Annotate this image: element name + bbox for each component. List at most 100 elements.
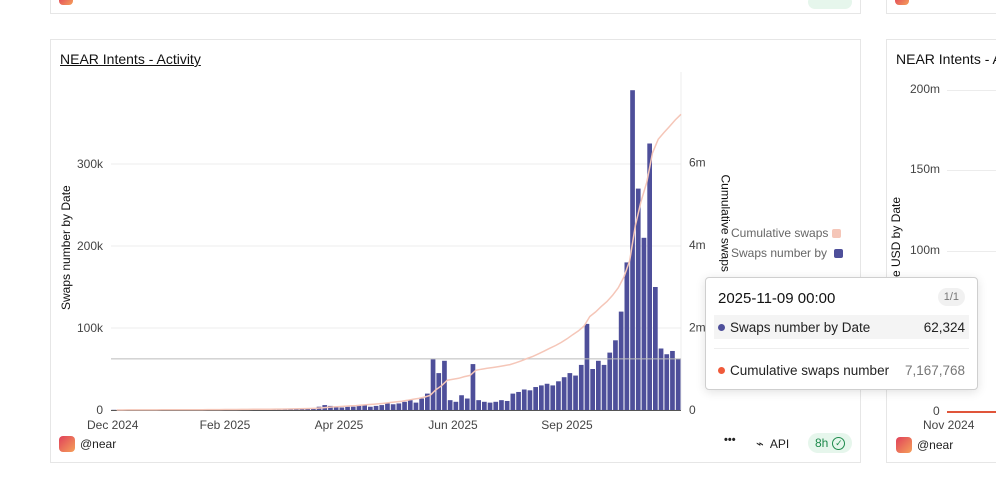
y-tick-label: 0 [96,403,103,417]
bar [516,391,521,410]
cumulative-line [116,113,682,411]
bar [493,401,499,410]
legend-item-cumulative[interactable]: Cumulative swaps [731,223,848,243]
tooltip-row: Cumulative swaps number 7,167,768 [714,358,969,382]
api-button[interactable]: ⌁ API [756,436,790,451]
bar [430,359,436,410]
bar [396,403,402,410]
near-logo [896,437,912,453]
bar [425,393,430,410]
bar [390,404,396,410]
bar [345,406,350,410]
bar [350,406,356,410]
bar [675,358,681,410]
chart-tooltip: 2025-11-09 00:00 1/1 Swaps number by Dat… [705,277,978,390]
top-card-right [886,0,996,14]
bar [385,403,390,410]
bar [504,400,510,410]
source-link[interactable]: @near [59,436,116,452]
bar [436,373,442,410]
bar [658,348,664,410]
bar [578,364,584,410]
bar [362,405,367,410]
y-axis-label: e USD by Date [889,196,903,278]
bar [613,340,618,410]
bar [584,323,590,410]
bar [647,143,652,410]
bar [402,401,407,410]
chart-card-activity: NEAR Intents - Activity [50,39,861,463]
bar [630,90,635,410]
series-line [947,411,996,413]
bar [556,381,561,410]
bar [379,405,385,410]
x-tick-label: Sep 2025 [541,418,593,432]
chart-title[interactable]: NEAR Intents - Activity [60,51,201,67]
refresh-badge[interactable]: 8h ✓ [808,433,853,453]
tooltip-row: Swaps number by Date 62,324 [714,315,969,339]
bar [561,377,567,410]
y-tick-label: 100k [77,321,104,335]
bar [539,385,544,410]
bar [464,398,470,410]
bar [567,373,573,410]
bar [544,383,550,410]
legend-item-swaps[interactable]: Swaps number by [731,243,848,263]
bar [487,402,493,410]
bar [590,369,595,410]
y-tick-label: 200k [77,239,104,253]
bar [459,395,464,410]
legend: Cumulative swaps Swaps number by [731,223,848,263]
y-axis-label: Swaps number by Date [59,185,73,310]
bar [407,400,413,410]
bar [601,364,607,410]
bar [550,385,556,410]
bar [447,400,453,410]
y-tick-label: 300k [77,157,104,171]
bar [339,407,345,410]
plug-icon: ⌁ [756,436,764,451]
bar [442,360,447,410]
bar [510,393,516,410]
bar [328,405,333,410]
x-tick-label: Feb 2025 [200,418,251,432]
x-tick-label: Jun 2025 [428,418,478,432]
bar [470,364,476,410]
near-logo [59,436,75,452]
chart-card-volume: NEAR Intents - A 200m 150m 100m 0 Nov 20… [886,39,996,463]
tooltip-page: 1/1 [937,288,965,306]
near-logo [59,0,73,5]
near-logo [895,0,909,5]
top-card-left [50,0,861,14]
y2-tick-label: 6m [689,156,706,170]
source-link[interactable]: @near [896,437,953,453]
chart-title[interactable]: NEAR Intents - A [896,51,996,67]
bar [311,408,316,410]
x-tick-label: Apr 2025 [315,418,364,432]
bar [482,401,487,410]
bar [453,401,459,410]
bar [356,405,362,410]
bar [533,387,538,410]
more-button[interactable]: ••• [724,434,736,446]
bar [527,390,533,410]
bar [641,237,647,410]
bar [373,405,379,410]
y2-tick-label: 2m [689,321,706,335]
refresh-badge[interactable] [808,0,852,9]
bar [664,354,670,410]
y2-tick-label: 4m [689,238,706,252]
bar [596,360,601,410]
check-circle-icon: ✓ [832,436,846,450]
legend-swatch [834,249,844,259]
y2-tick-label: 0 [689,403,696,417]
bar [476,400,481,410]
x-tick-label: Dec 2024 [87,418,139,432]
bar [653,287,658,410]
bar [618,311,624,410]
bar [670,350,675,410]
bar [521,389,527,410]
bar [419,398,424,410]
legend-swatch [831,229,841,239]
